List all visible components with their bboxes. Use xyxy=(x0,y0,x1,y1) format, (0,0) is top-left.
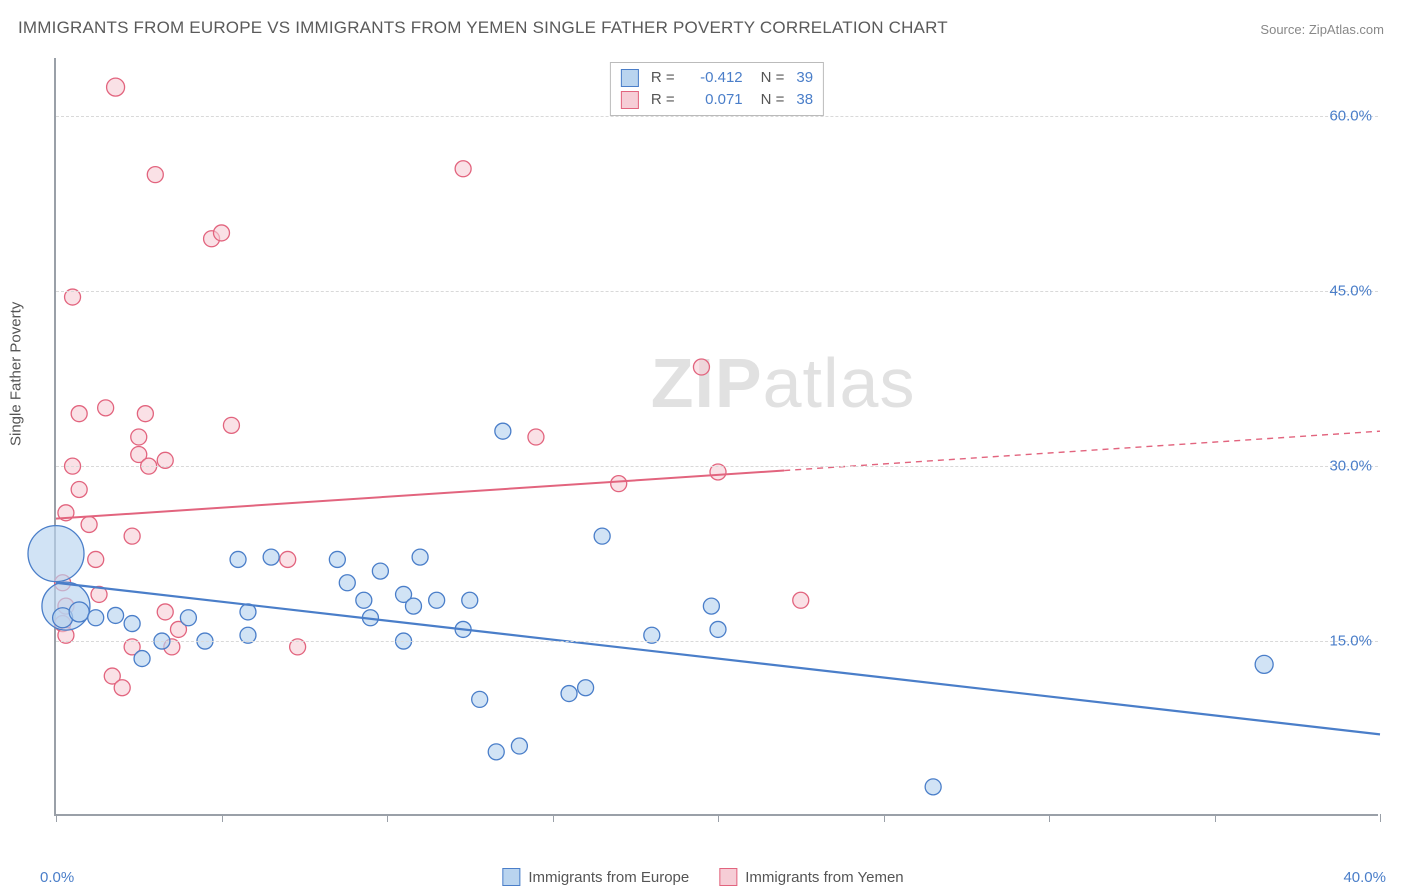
scatter-point-yemen[interactable] xyxy=(137,406,153,422)
scatter-point-europe[interactable] xyxy=(925,779,941,795)
scatter-point-yemen[interactable] xyxy=(528,429,544,445)
legend-item: Immigrants from Yemen xyxy=(719,868,903,886)
scatter-point-europe[interactable] xyxy=(511,738,527,754)
scatter-point-europe[interactable] xyxy=(356,592,372,608)
scatter-point-yemen[interactable] xyxy=(214,225,230,241)
scatter-point-europe[interactable] xyxy=(339,575,355,591)
trend-line-yemen-projected xyxy=(784,431,1380,470)
scatter-point-yemen[interactable] xyxy=(280,551,296,567)
x-axis-min-label: 0.0% xyxy=(40,869,74,886)
x-tick xyxy=(1215,814,1216,822)
scatter-point-europe[interactable] xyxy=(703,598,719,614)
y-tick-label: 45.0% xyxy=(1329,283,1372,300)
r-value: 0.071 xyxy=(683,89,743,111)
legend-swatch xyxy=(621,69,639,87)
scatter-point-yemen[interactable] xyxy=(124,528,140,544)
y-tick-label: 30.0% xyxy=(1329,458,1372,475)
scatter-point-europe[interactable] xyxy=(88,610,104,626)
grid-line xyxy=(56,641,1378,642)
scatter-point-yemen[interactable] xyxy=(455,161,471,177)
scatter-point-europe[interactable] xyxy=(710,621,726,637)
scatter-point-yemen[interactable] xyxy=(98,400,114,416)
x-tick xyxy=(1049,814,1050,822)
scatter-point-yemen[interactable] xyxy=(157,604,173,620)
scatter-point-yemen[interactable] xyxy=(693,359,709,375)
scatter-point-europe[interactable] xyxy=(472,691,488,707)
chart-title: IMMIGRANTS FROM EUROPE VS IMMIGRANTS FRO… xyxy=(18,18,948,38)
x-tick xyxy=(718,814,719,822)
legend-label: Immigrants from Europe xyxy=(528,869,689,886)
source-label: Source: xyxy=(1260,22,1305,37)
x-tick xyxy=(884,814,885,822)
legend-swatch xyxy=(719,868,737,886)
source-attribution: Source: ZipAtlas.com xyxy=(1260,22,1384,37)
legend-swatch xyxy=(621,91,639,109)
scatter-point-europe[interactable] xyxy=(495,423,511,439)
scatter-point-europe[interactable] xyxy=(594,528,610,544)
scatter-point-yemen[interactable] xyxy=(81,516,97,532)
y-axis-title: Single Father Poverty xyxy=(8,302,25,446)
scatter-point-europe[interactable] xyxy=(69,602,89,622)
scatter-point-europe[interactable] xyxy=(405,598,421,614)
legend-label: Immigrants from Yemen xyxy=(745,869,903,886)
x-tick xyxy=(222,814,223,822)
grid-line xyxy=(56,291,1378,292)
scatter-point-europe[interactable] xyxy=(462,592,478,608)
plot-area: ZIPatlas R =-0.412N =39R =0.071N =38 15.… xyxy=(54,58,1378,816)
scatter-point-yemen[interactable] xyxy=(611,476,627,492)
n-value: 38 xyxy=(796,89,813,111)
scatter-point-europe[interactable] xyxy=(412,549,428,565)
scatter-point-yemen[interactable] xyxy=(131,429,147,445)
y-tick-label: 15.0% xyxy=(1329,633,1372,650)
x-tick xyxy=(1380,814,1381,822)
x-tick xyxy=(553,814,554,822)
grid-line xyxy=(56,466,1378,467)
series-legend: Immigrants from Europe Immigrants from Ye… xyxy=(502,868,903,886)
scatter-point-yemen[interactable] xyxy=(107,78,125,96)
scatter-point-yemen[interactable] xyxy=(793,592,809,608)
n-label: N = xyxy=(761,67,785,89)
source-link[interactable]: ZipAtlas.com xyxy=(1309,22,1384,37)
scatter-point-europe[interactable] xyxy=(263,549,279,565)
scatter-point-europe[interactable] xyxy=(329,551,345,567)
scatter-point-europe[interactable] xyxy=(578,680,594,696)
trend-line-yemen xyxy=(56,471,784,519)
scatter-point-europe[interactable] xyxy=(28,526,84,582)
x-tick xyxy=(387,814,388,822)
grid-line xyxy=(56,116,1378,117)
scatter-point-europe[interactable] xyxy=(180,610,196,626)
scatter-point-europe[interactable] xyxy=(1255,655,1273,673)
scatter-point-europe[interactable] xyxy=(372,563,388,579)
scatter-point-europe[interactable] xyxy=(230,551,246,567)
x-tick xyxy=(56,814,57,822)
scatter-point-europe[interactable] xyxy=(124,616,140,632)
n-value: 39 xyxy=(796,67,813,89)
scatter-point-yemen[interactable] xyxy=(88,551,104,567)
scatter-point-europe[interactable] xyxy=(108,607,124,623)
scatter-point-yemen[interactable] xyxy=(223,417,239,433)
chart-svg xyxy=(56,58,1378,814)
scatter-point-europe[interactable] xyxy=(429,592,445,608)
scatter-point-europe[interactable] xyxy=(561,686,577,702)
scatter-point-yemen[interactable] xyxy=(147,167,163,183)
r-value: -0.412 xyxy=(683,67,743,89)
scatter-point-europe[interactable] xyxy=(134,651,150,667)
correlation-legend: R = -0.412 N = 39 R = 0.071 N = 38 xyxy=(610,62,824,116)
y-tick-label: 60.0% xyxy=(1329,108,1372,125)
scatter-point-europe[interactable] xyxy=(488,744,504,760)
x-axis-max-label: 40.0% xyxy=(1343,869,1386,886)
scatter-point-yemen[interactable] xyxy=(71,406,87,422)
n-label: N = xyxy=(761,89,785,111)
legend-swatch xyxy=(502,868,520,886)
scatter-point-yemen[interactable] xyxy=(114,680,130,696)
correlation-row: R = -0.412 N = 39 xyxy=(621,67,813,89)
correlation-row: R = 0.071 N = 38 xyxy=(621,89,813,111)
r-label: R = xyxy=(651,89,675,111)
r-label: R = xyxy=(651,67,675,89)
scatter-point-yemen[interactable] xyxy=(71,481,87,497)
legend-item: Immigrants from Europe xyxy=(502,868,689,886)
